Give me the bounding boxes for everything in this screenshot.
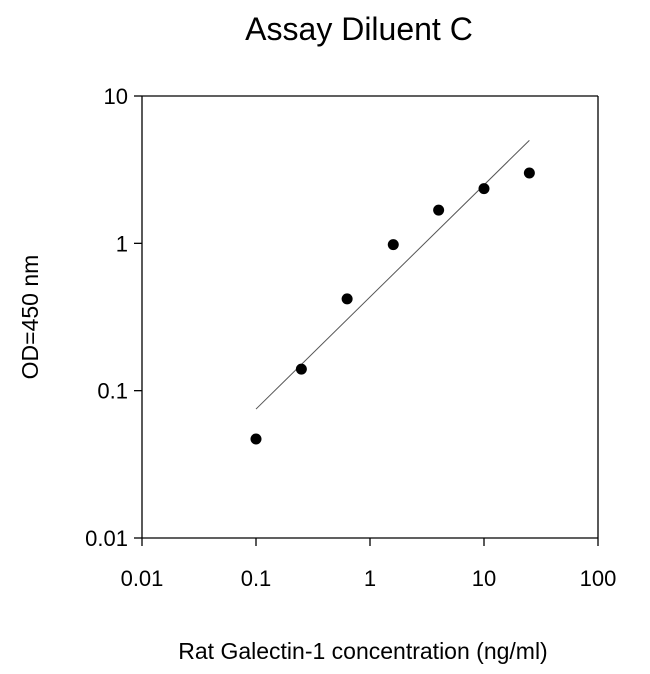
data-points <box>250 167 535 445</box>
y-tick-label: 0.01 <box>85 526 128 551</box>
x-axis-ticks: 0.01 0.1 1 10 100 <box>121 538 617 591</box>
chart-title: Assay Diluent C <box>245 11 473 47</box>
x-tick-label: 0.1 <box>241 566 272 591</box>
x-tick-label: 0.01 <box>121 566 164 591</box>
data-point <box>478 183 490 195</box>
y-tick-label: 1 <box>116 231 128 256</box>
y-tick-label: 10 <box>104 84 128 109</box>
y-tick-label: 0.1 <box>97 379 128 404</box>
y-axis-label: OD=450 nm <box>17 255 43 380</box>
plot-frame <box>141 95 599 539</box>
data-point <box>523 167 535 179</box>
data-point <box>387 239 399 251</box>
x-tick-label: 10 <box>472 566 496 591</box>
y-axis-ticks: 0.01 0.1 1 10 <box>85 84 142 551</box>
x-axis-label: Rat Galectin-1 concentration (ng/ml) <box>178 638 547 664</box>
data-point <box>250 433 262 445</box>
data-point <box>433 204 445 216</box>
x-tick-label: 1 <box>364 566 376 591</box>
x-tick-label: 100 <box>580 566 617 591</box>
data-point <box>341 293 353 305</box>
data-point <box>295 363 307 375</box>
